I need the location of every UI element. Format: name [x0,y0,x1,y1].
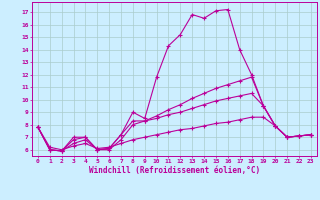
X-axis label: Windchill (Refroidissement éolien,°C): Windchill (Refroidissement éolien,°C) [89,166,260,175]
